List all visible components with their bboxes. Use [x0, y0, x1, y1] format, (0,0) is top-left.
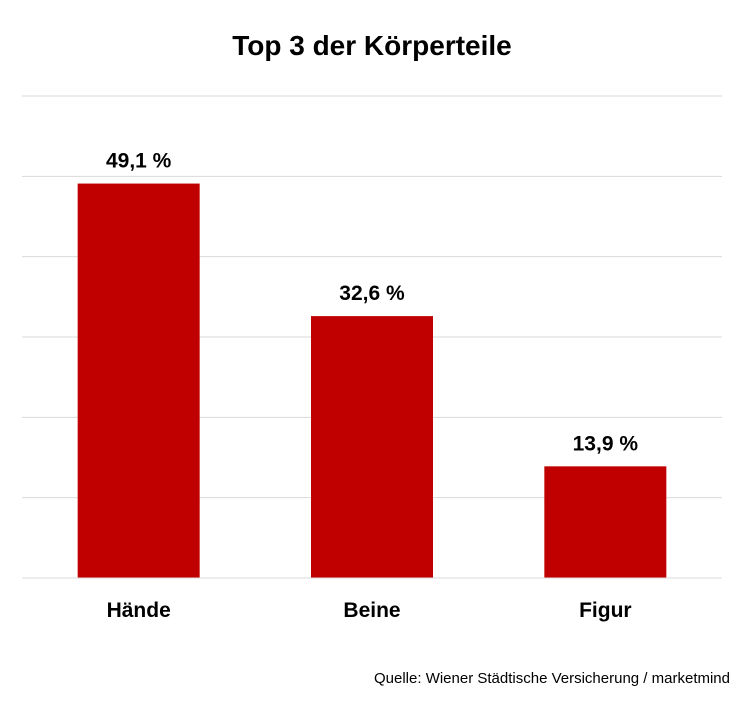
bar-2: [544, 466, 667, 578]
category-label-1: Beine: [343, 599, 400, 622]
data-label-0: 49,1 %: [106, 150, 172, 173]
category-label-0: Hände: [107, 599, 171, 622]
bar-0: [77, 183, 200, 578]
data-label-1: 32,6 %: [339, 282, 405, 305]
data-label-2: 13,9 %: [573, 432, 639, 455]
source-note: Quelle: Wiener Städtische Versicherung /…: [374, 670, 730, 687]
bar-1: [311, 316, 433, 578]
category-label-2: Figur: [579, 599, 632, 622]
chart-title: Top 3 der Körperteile: [232, 30, 512, 61]
